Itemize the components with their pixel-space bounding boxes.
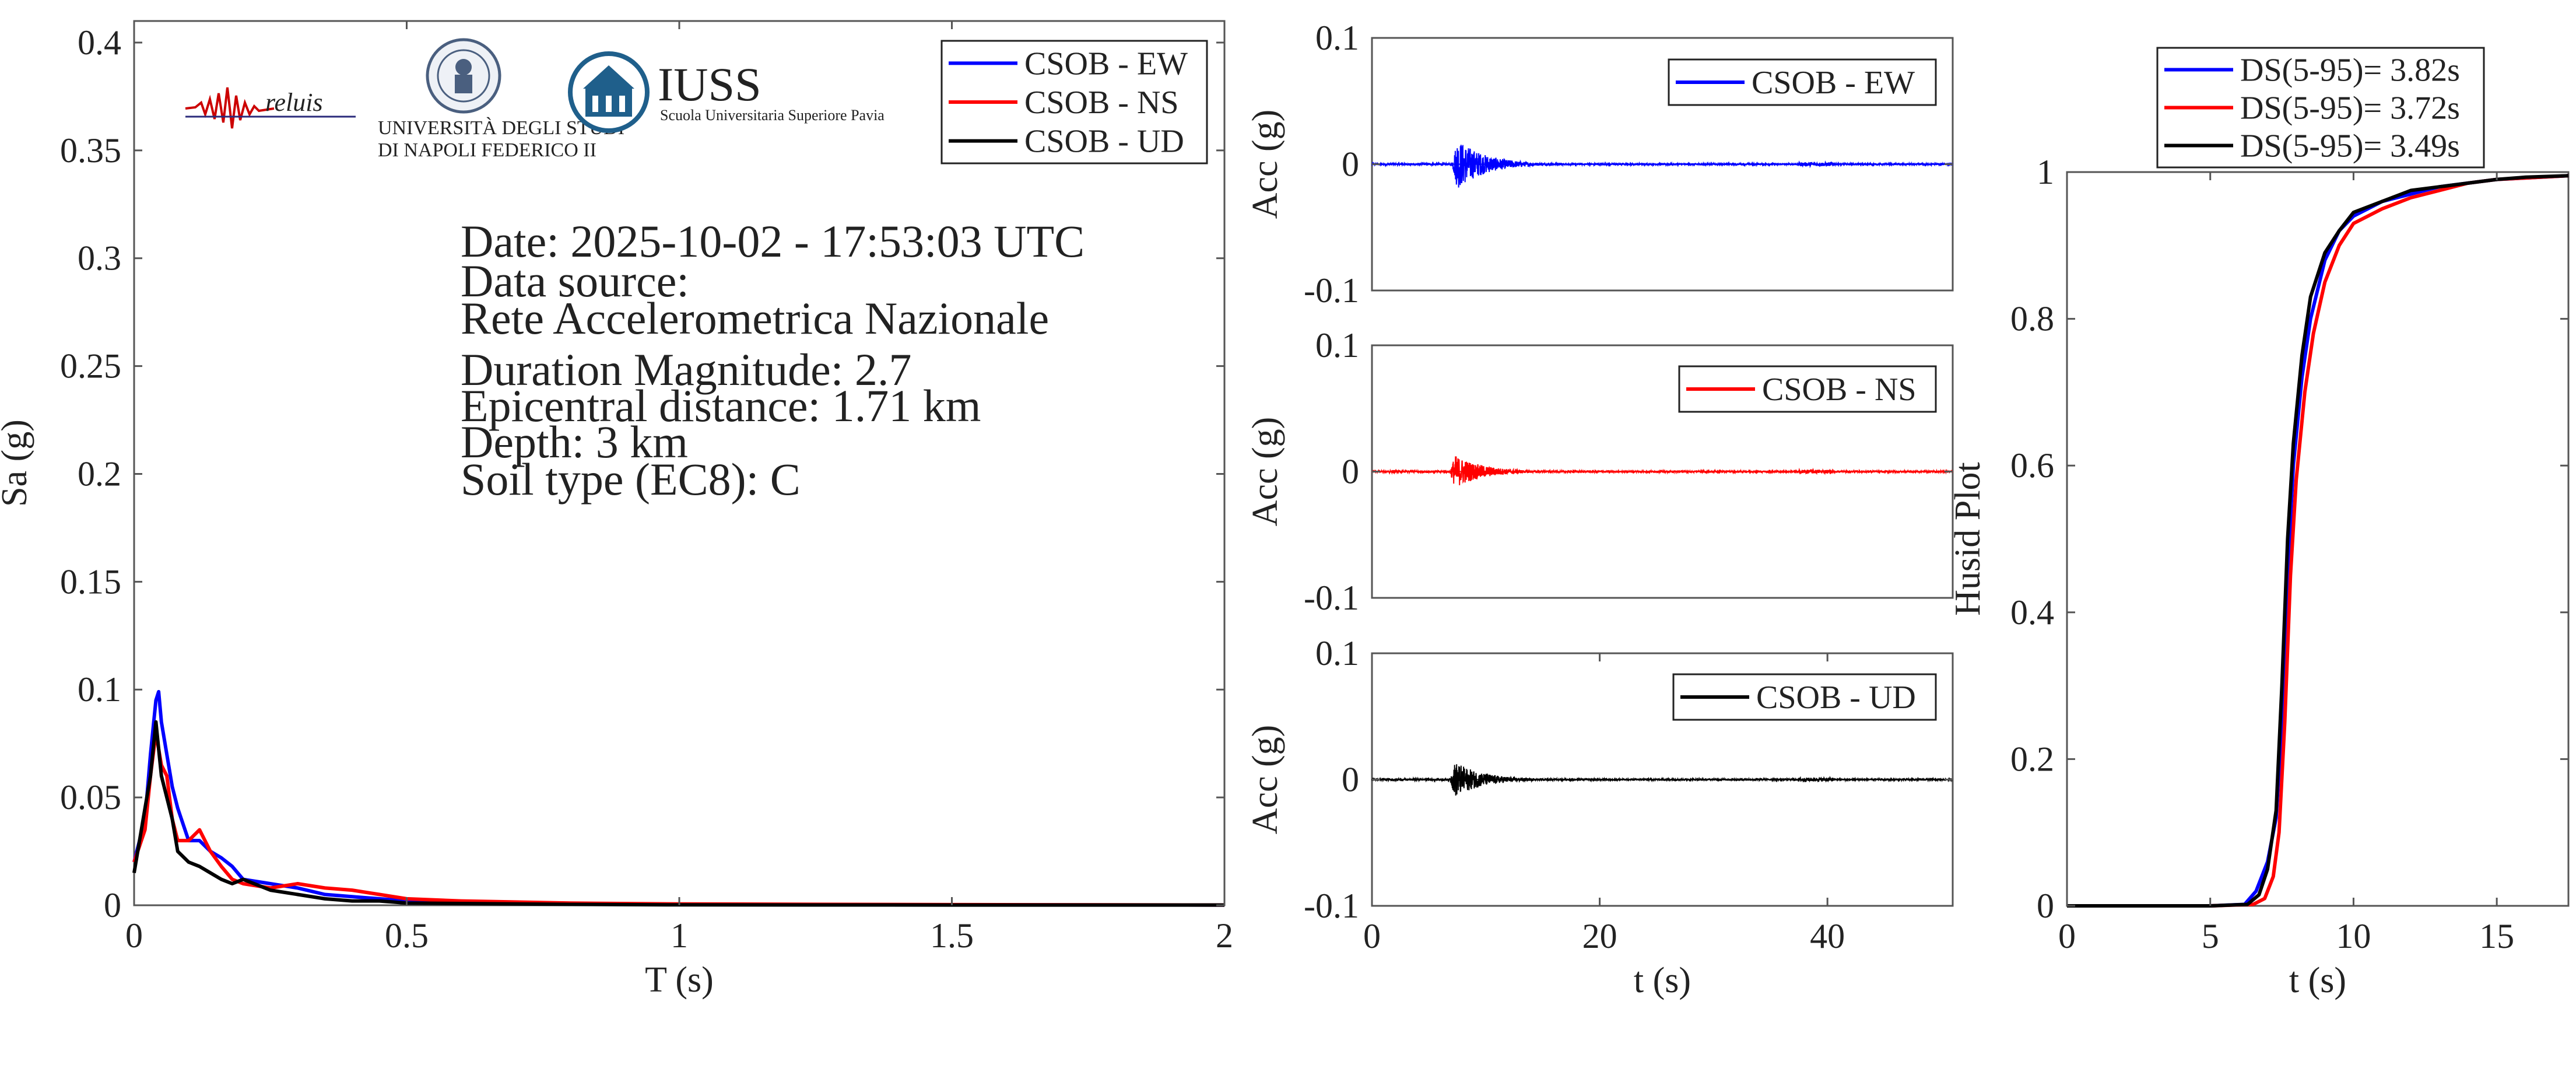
iuss-logo-subtitle: Scuola Universitaria Superiore Pavia <box>660 107 885 124</box>
info-source-label: Data source: <box>461 255 689 306</box>
x-tick-label: 1 <box>671 916 688 955</box>
x-tick-label: 0 <box>2058 917 2076 955</box>
y-tick-label: 0 <box>104 886 121 925</box>
unina-logo: UNIVERSITÀ DEGLI STUDI DI NAPOLI FEDERIC… <box>378 38 624 161</box>
acc-ud-panel: -0.100.10 20 40t (s)Acc (g) CSOB - UD <box>1245 634 1954 1000</box>
x-tick-label: 0 <box>125 916 143 955</box>
y-tick-label: 0.3 <box>78 239 121 278</box>
x-tick-label: 2 <box>1216 916 1233 955</box>
acc-ud-legend: CSOB - UD <box>1672 673 1937 721</box>
x-tick-label: 10 <box>2336 917 2371 955</box>
y-tick-label: 0.1 <box>78 670 121 709</box>
legend-entry: DS(5-95)= 3.82s <box>2240 52 2460 89</box>
y-tick-label: 0.2 <box>78 454 121 493</box>
info-depth: Depth: 3 km <box>461 416 688 467</box>
y-axis-label: Sa (g) <box>0 419 34 507</box>
legend-entry: CSOB - EW <box>1752 65 1915 101</box>
y-tick-label: 0.35 <box>60 131 121 170</box>
spectrum-plot-area <box>132 689 1225 907</box>
acc-ud-plot-area <box>1371 764 1953 796</box>
y-axis-label: Acc (g) <box>1245 725 1285 835</box>
y-tick-label: 0.2 <box>2010 740 2054 778</box>
y-tick-label: 0.6 <box>2010 446 2054 485</box>
y-axis-label: Acc (g) <box>1245 417 1285 527</box>
spectrum-axes-box <box>133 20 1226 906</box>
info-source: Rete Accelerometrica Nazionale <box>461 293 1049 344</box>
y-tick-label: -0.1 <box>1304 887 1359 925</box>
x-tick-label: 1.5 <box>930 916 974 955</box>
x-tick-label: 5 <box>2202 917 2219 955</box>
y-tick-label: 0 <box>1342 453 1359 491</box>
y-axis-label: Acc (g) <box>1245 110 1285 219</box>
legend-entry: DS(5-95)= 3.72s <box>2240 90 2460 127</box>
spectrum-axes: 0 0.05 0.1 0.15 0.2 0.25 0.3 0.35 0.4 0 0.5 1 1.5 2 T … <box>0 21 1233 1000</box>
x-axis-label: T (s) <box>645 960 714 1000</box>
y-tick-label: 0.25 <box>60 347 121 386</box>
legend-entry: CSOB - UD <box>1024 124 1184 160</box>
spectrum-panel: 0 0.05 0.1 0.15 0.2 0.25 0.3 0.35 0.4 0 0.5 1 1.5 2 T … <box>0 20 1233 1000</box>
y-tick-label: 0.4 <box>2010 593 2054 632</box>
y-tick-label: 0.8 <box>2010 300 2054 338</box>
y-tick-label: -0.1 <box>1304 579 1359 617</box>
acc-ns-axes: -0.1 0 0.1 Acc (g) <box>1245 326 1953 617</box>
y-tick-label: 0.05 <box>60 778 121 817</box>
acc-ew-panel: -0.1 0 0.1 Acc (g) CSOB - EW <box>1245 19 1954 310</box>
y-tick-label: 0 <box>1342 761 1359 799</box>
x-axis-label: t (s) <box>1634 961 1691 1000</box>
acc-ns-panel: -0.1 0 0.1 Acc (g) CSOB - NS <box>1245 326 1954 617</box>
y-tick-label: 0 <box>1342 145 1359 184</box>
y-tick-label: 0.1 <box>1315 634 1359 673</box>
y-tick-label: 0.1 <box>1315 326 1359 365</box>
x-tick-label: 0.5 <box>385 916 429 955</box>
acc-ud-axes: -0.100.10 20 40t (s)Acc (g) <box>1245 634 1953 1000</box>
x-axis-label: t (s) <box>2289 961 2346 1000</box>
legend-entry: CSOB - NS <box>1762 372 1917 408</box>
y-tick-label: 0.15 <box>60 562 121 601</box>
y-tick-label: 0.1 <box>1315 19 1359 57</box>
info-magnitude: Duration Magnitude: 2.7 <box>461 344 911 395</box>
y-axis-label: Husid Plot <box>1948 462 1988 616</box>
y-tick-label: 1 <box>2037 153 2054 191</box>
reluis-logo-text: reluis <box>265 88 323 117</box>
unina-logo-line2: DI NAPOLI FEDERICO II <box>378 139 596 161</box>
iuss-logo-text: IUSS <box>658 58 761 111</box>
info-distance: Epicentral distance: 1.71 km <box>461 380 981 431</box>
event-info: Date: 2025-10-02 - 17:53:03 UTC Data sou… <box>461 216 1085 505</box>
acc-ew-plot-area <box>1371 145 1953 188</box>
x-tick-label: 40 <box>1810 917 1845 955</box>
series-line <box>2067 174 2569 908</box>
acc-ew-legend: CSOB - EW <box>1668 58 1937 106</box>
info-date: Date: 2025-10-02 - 17:53:03 UTC <box>461 216 1085 267</box>
husid-axes: 00.20.40.60.810 5 10 15t (s)Husid Plot <box>1948 153 2568 1000</box>
legend-entry: CSOB - EW <box>1024 45 1188 82</box>
x-tick-label: 15 <box>2479 917 2514 955</box>
acc-ew-axes: -0.1 0 0.1 Acc (g) <box>1245 19 1953 310</box>
x-tick-label: 20 <box>1582 917 1617 955</box>
legend-entry: CSOB - UD <box>1756 680 1916 716</box>
x-tick-label: 0 <box>1363 917 1381 955</box>
reluis-seismogram-icon <box>185 87 275 129</box>
info-soil: Soil type (EC8): C <box>461 454 801 505</box>
husid-plot-area <box>2067 174 2569 908</box>
series-line <box>132 720 1224 907</box>
legend-entry: DS(5-95)= 3.49s <box>2240 128 2460 164</box>
acc-ns-plot-area <box>1371 456 1953 485</box>
acc-ns-legend: CSOB - NS <box>1678 365 1937 413</box>
y-tick-label: -0.1 <box>1304 271 1359 310</box>
y-tick-label: 0.4 <box>78 23 121 62</box>
husid-panel: 00.20.40.60.810 5 10 15t (s)Husid Plot DS(5… <box>1948 47 2570 1000</box>
legend-entry: CSOB - NS <box>1024 85 1179 121</box>
y-tick-label: 0 <box>2037 887 2054 925</box>
iuss-logo: IUSS Scuola Universitaria Superiore Pavi… <box>568 51 885 133</box>
reluis-logo: reluis <box>185 87 356 129</box>
